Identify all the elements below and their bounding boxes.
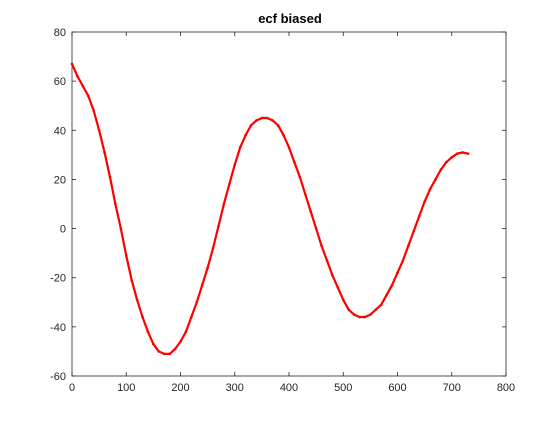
data-point [439,168,443,171]
data-point [455,152,459,155]
data-point [341,298,345,302]
data-point [81,84,85,88]
data-point [162,352,166,356]
data-point [276,124,280,127]
x-tick-label: 400 [280,382,298,394]
series-layer [70,62,470,356]
data-point [363,315,367,319]
data-point [184,330,188,334]
data-point [379,303,383,307]
data-point [293,160,296,164]
data-point [401,259,405,262]
data-point [303,192,307,196]
data-point [146,330,150,334]
y-tick-label: -40 [50,322,66,334]
x-tick-label: 300 [226,382,244,394]
data-point [347,308,350,311]
data-point [92,109,95,112]
data-point [466,152,470,155]
data-point [211,246,215,250]
data-point [222,202,226,206]
data-point [173,347,177,351]
data-point [282,133,285,137]
data-point [124,254,128,257]
data-point [190,315,193,319]
data-point [97,128,101,132]
data-point [130,278,133,282]
data-point [374,308,378,311]
x-tick-label: 700 [443,382,461,394]
y-tick-label: -60 [50,371,66,383]
data-point [238,146,242,149]
data-point [325,259,329,262]
y-tick-label: 40 [54,125,66,137]
data-point [114,202,117,206]
y-tick-label: -20 [50,273,66,285]
data-point [206,266,209,270]
data-point [428,187,432,191]
data-point [255,119,258,122]
data-point [450,156,454,159]
data-point [70,62,74,66]
data-point [233,163,237,166]
data-point [103,151,106,154]
data-point [260,116,264,120]
data-point [266,116,269,120]
data-point [434,178,437,181]
data-point [331,273,334,277]
data-point [119,227,123,230]
data-point [200,283,204,287]
data-point [217,224,220,228]
x-tick-label: 100 [117,382,135,394]
data-point [390,283,394,287]
data-point [141,315,144,319]
data-point [358,315,361,319]
data-point [412,229,416,233]
data-point [271,119,275,122]
data-point [135,298,139,302]
data-point [298,175,302,179]
x-tick-label: 0 [69,382,75,394]
series-line [70,62,470,355]
y-tick-label: 20 [54,174,66,186]
data-point [309,210,313,213]
data-point [152,342,155,346]
x-tick-label: 200 [171,382,189,394]
x-tick-label: 500 [334,382,352,394]
data-point [86,94,90,98]
data-point [76,74,79,78]
data-point [417,214,421,218]
data-point [195,300,199,304]
data-point [423,200,426,203]
y-tick-label: 0 [60,224,66,236]
data-point [407,244,410,248]
y-tick-label: 60 [54,76,66,88]
data-point [320,244,323,248]
data-point [369,313,372,316]
x-tick-label: 800 [497,382,515,394]
data-point [168,352,171,356]
x-tick-label: 600 [388,382,406,394]
data-point [108,175,112,179]
data-point [314,227,318,230]
data-point [244,133,247,137]
data-point [385,293,388,297]
data-point [396,271,399,275]
plot-area [71,31,507,377]
y-tick-label: 80 [54,27,66,39]
axes-ticks: 0 100 200 300 400 500 600 700 800 -60 -40 -20 0 20 40 6… [50,27,515,394]
data-point [461,151,464,154]
data-point [179,340,182,343]
data-point [445,160,448,164]
data-point [157,350,161,353]
data-point [336,286,340,289]
data-point [287,146,291,149]
data-point [228,183,231,186]
chart-title: ecf biased [258,11,322,26]
data-point [249,124,253,127]
data-point [352,313,356,316]
